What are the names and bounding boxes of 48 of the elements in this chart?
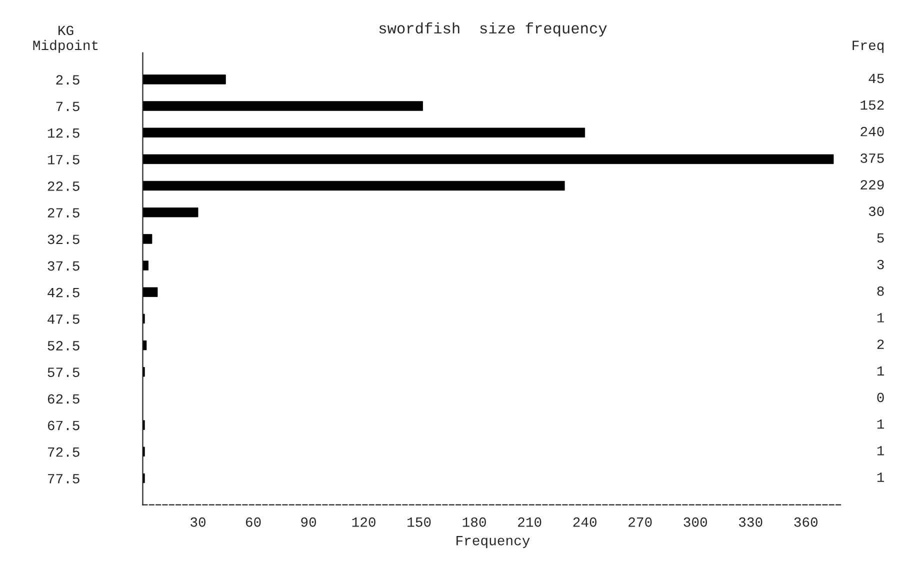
y-tick-label: 27.5: [48, 208, 80, 218]
y-tick-label: 32.5: [48, 234, 80, 244]
data-label: 1: [877, 313, 884, 322]
x-tick-label: 240: [573, 517, 596, 527]
y-tick-label: 42.5: [48, 288, 80, 298]
y-tick-label: 22.5: [48, 182, 80, 191]
y-tick-label: 2.5: [56, 75, 80, 85]
data-label: 1: [877, 366, 884, 376]
data-label: 5: [877, 233, 884, 243]
data-label: 1: [877, 420, 884, 429]
data-label: 1: [877, 446, 884, 456]
y-tick-label: 52.5: [48, 341, 80, 350]
y-tick-label: 7.5: [56, 102, 80, 112]
data-label: 229: [860, 180, 884, 190]
x-tick-label: 150: [408, 517, 431, 527]
y-tick-label: 67.5: [48, 420, 80, 430]
x-tick-label: 120: [352, 517, 376, 527]
data-label: 3: [877, 260, 884, 270]
x-tick-label: 300: [684, 517, 707, 527]
x-tick-label: 30: [190, 517, 206, 527]
y-tick-label: 12.5: [48, 128, 80, 138]
y-axis-title: KG Midpoint: [33, 26, 98, 53]
y-tick-label: 47.5: [48, 314, 80, 324]
x-tick-label: 90: [301, 517, 316, 527]
y-tick-label: 72.5: [48, 447, 80, 457]
x-axis-title: Frequency: [456, 536, 530, 548]
data-label: 375: [860, 153, 884, 163]
data-label: 2: [877, 340, 884, 349]
data-label: 240: [860, 126, 884, 136]
x-tick-label: 270: [628, 517, 652, 527]
data-label: 8: [877, 286, 884, 296]
data-label: 0: [877, 392, 884, 402]
x-tick-label: 330: [738, 517, 762, 527]
chart-title: swordfish size frequency: [379, 22, 607, 37]
data-label: 45: [868, 74, 884, 84]
x-tick-label: 60: [246, 517, 261, 527]
y-tick-label: 37.5: [48, 261, 80, 271]
x-tick-label: 360: [794, 517, 818, 527]
data-label: 30: [868, 206, 884, 216]
y-tick-label: 62.5: [48, 394, 80, 404]
x-tick-label: 180: [462, 517, 486, 527]
x-tick-label: 210: [518, 517, 542, 527]
y-tick-label: 17.5: [48, 155, 80, 164]
data-label: 1: [877, 472, 884, 482]
y-tick-label: 57.5: [48, 368, 80, 378]
text: Freq: [852, 40, 884, 53]
data-label: 152: [860, 100, 884, 110]
y-tick-label: 77.5: [48, 474, 80, 484]
